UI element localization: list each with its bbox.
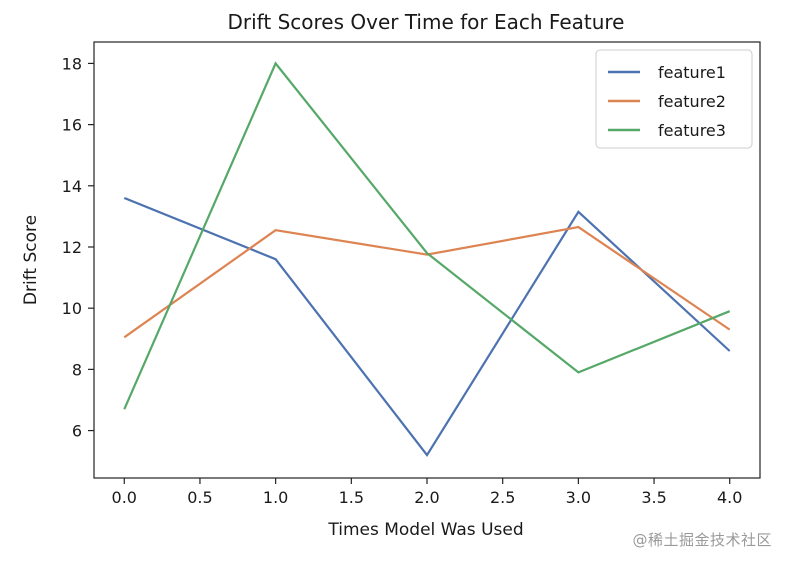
legend-label-feature3: feature3	[658, 121, 726, 140]
legend: feature1 feature2 feature3	[595, 49, 753, 149]
legend-label-feature2: feature2	[658, 92, 726, 111]
x-tick-label: 1.5	[339, 488, 364, 507]
x-axis-ticks: 0.0 0.5 1.0 1.5 2.0 2.5 3.0 3.5 4.0	[112, 478, 742, 507]
y-tick-label: 18	[62, 54, 82, 73]
y-tick-label: 14	[62, 177, 82, 196]
x-tick-label: 1.0	[263, 488, 288, 507]
x-tick-label: 3.0	[566, 488, 591, 507]
x-tick-label: 0.5	[187, 488, 212, 507]
series-line-feature2	[123, 225, 731, 339]
watermark-text: @稀土掘金技术社区	[632, 531, 772, 549]
x-axis-label: Times Model Was Used	[327, 520, 523, 540]
y-tick-label: 10	[62, 299, 82, 318]
y-axis-ticks: 6 8 10 12 14 16 18	[62, 54, 94, 441]
x-tick-label: 2.5	[490, 488, 515, 507]
y-tick-label: 8	[72, 360, 82, 379]
series-line-feature1	[123, 196, 731, 458]
x-tick-label: 3.5	[641, 488, 666, 507]
legend-box	[595, 49, 753, 149]
y-tick-label: 6	[72, 422, 82, 441]
x-tick-label: 4.0	[717, 488, 742, 507]
series-lines	[123, 61, 731, 458]
chart-title: Drift Scores Over Time for Each Feature	[228, 10, 625, 34]
series-line-feature3	[123, 61, 731, 410]
y-axis-label: Drift Score	[21, 215, 41, 305]
y-tick-label: 16	[62, 116, 82, 135]
legend-label-feature1: feature1	[658, 63, 726, 82]
x-tick-label: 0.0	[112, 488, 137, 507]
x-tick-label: 2.0	[414, 488, 439, 507]
y-tick-label: 12	[62, 238, 82, 257]
